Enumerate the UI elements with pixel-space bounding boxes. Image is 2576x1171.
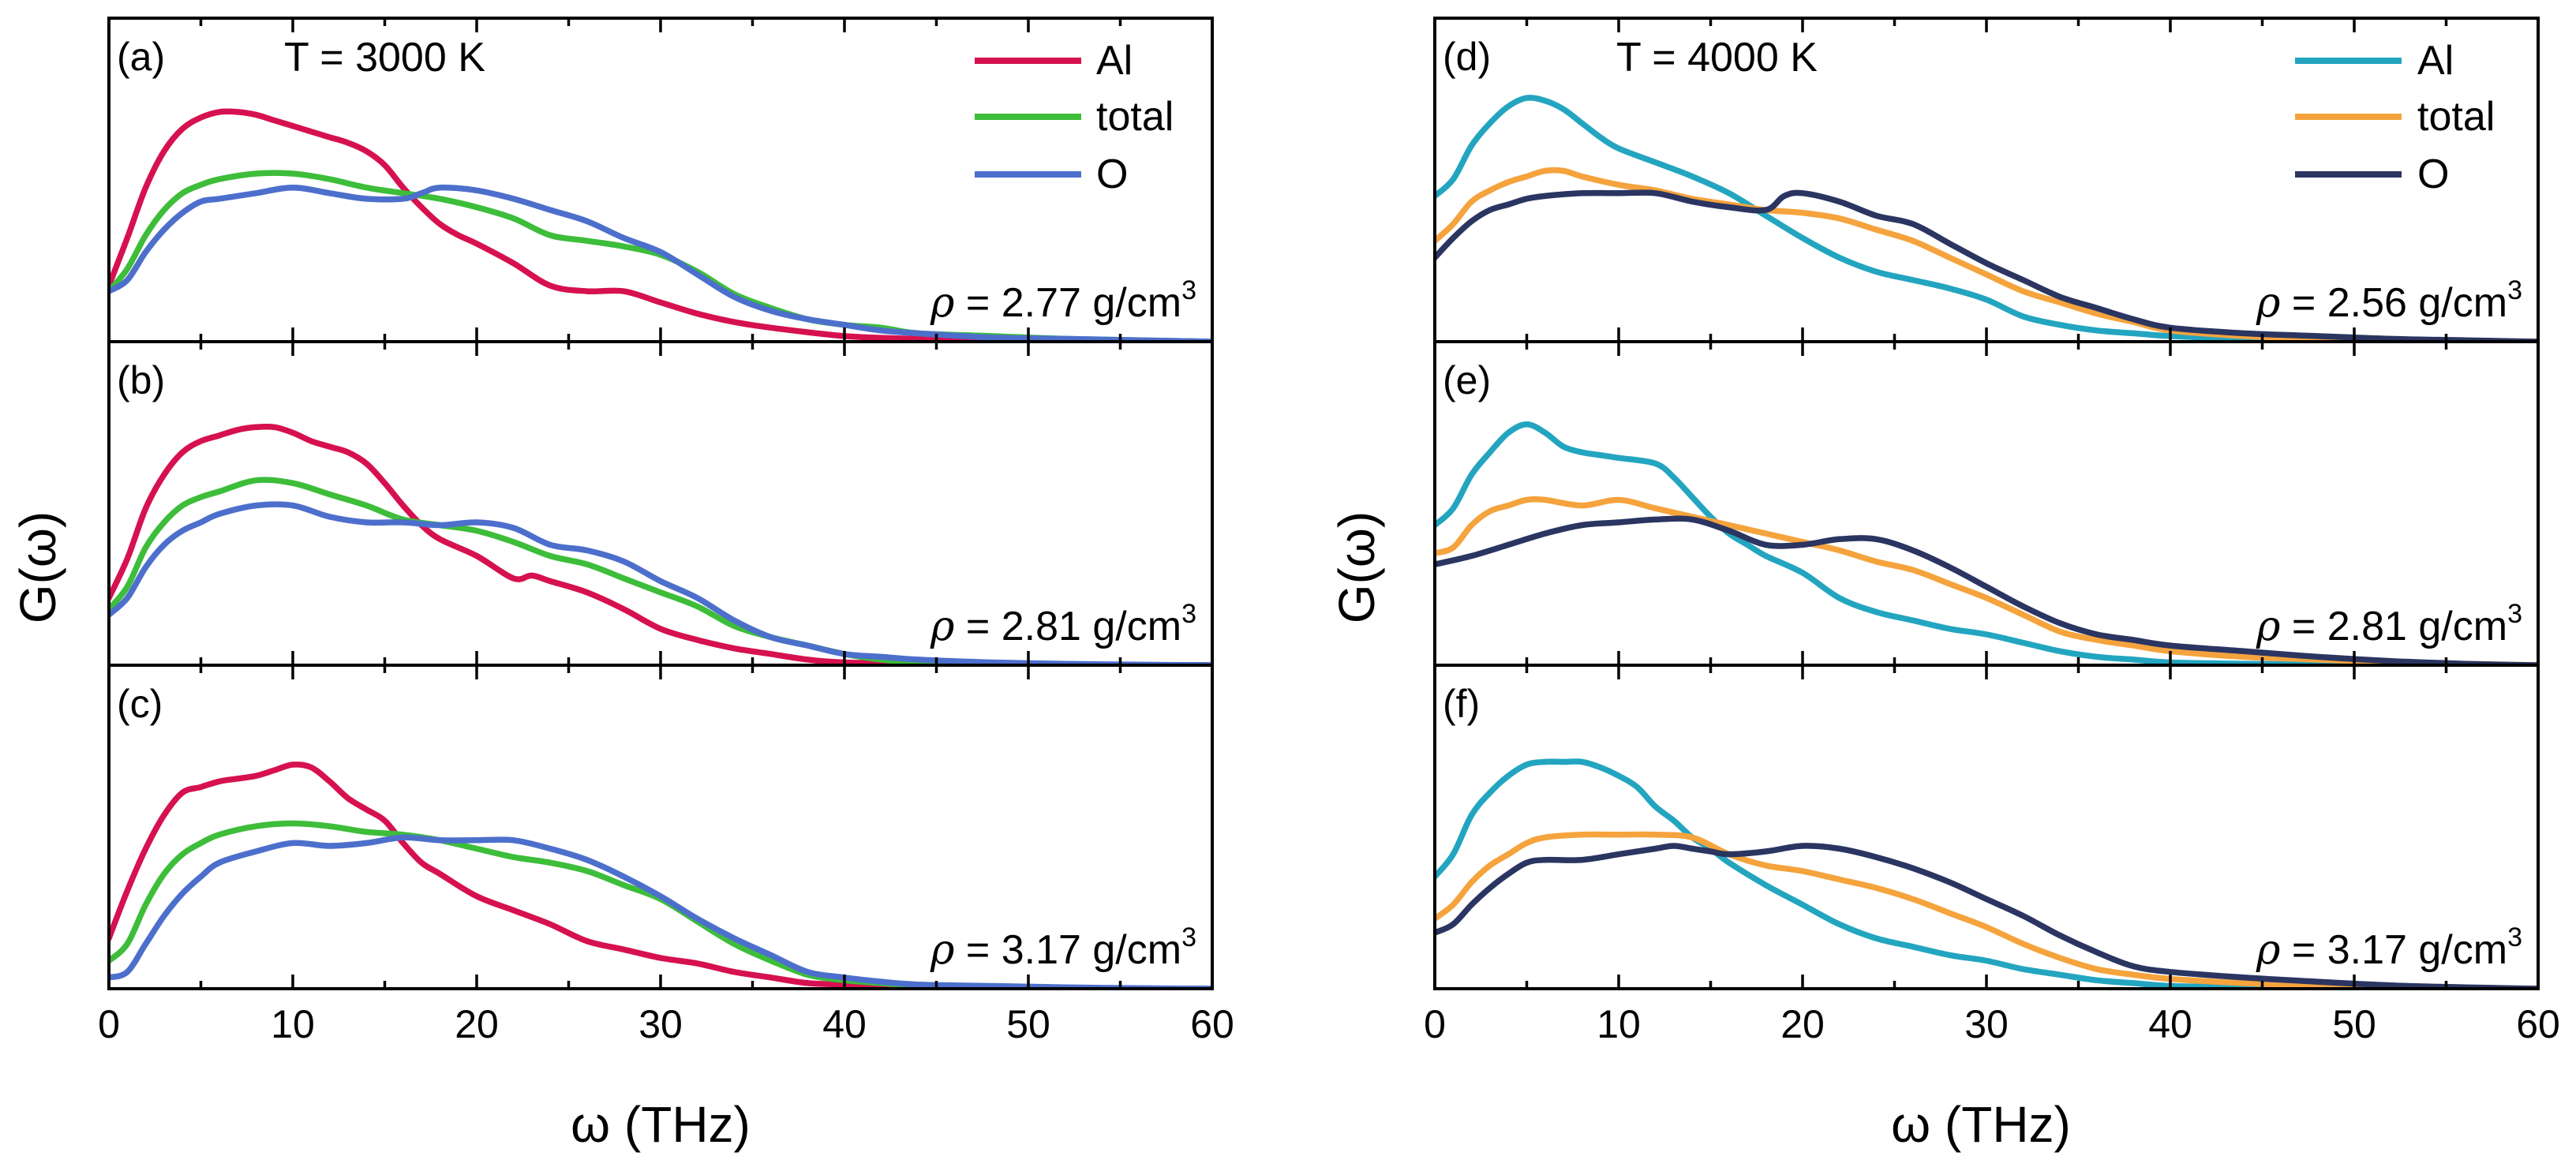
x-tick-label: 50	[2332, 1002, 2376, 1046]
panels: (a) ρ = 2.77 g/cm3 (b) ρ = 2.81 g/cm3 0 10 20 3…	[98, 17, 2560, 1046]
density-label: ρ = 2.81 g/cm3	[930, 599, 1196, 650]
series-line-o-f	[1435, 843, 2538, 989]
legend-label-o-left: O	[1096, 152, 1128, 197]
panel-b: (b) ρ = 2.81 g/cm3	[107, 340, 1214, 667]
x-tick-label: 0	[1424, 1002, 1446, 1046]
series-line-o-a	[109, 184, 1212, 342]
temperature-label-left: T = 3000 K	[284, 35, 485, 80]
legend-right: Al total O	[2295, 38, 2495, 197]
panel-label: (e)	[1443, 358, 1491, 402]
panel-a: (a) ρ = 2.77 g/cm3	[107, 17, 1214, 343]
legend-label-total-right: total	[2417, 94, 2495, 140]
x-tick-label: 0	[98, 1002, 120, 1046]
x-tick-label: 60	[1190, 1002, 1234, 1046]
panel-c: 0 10 20 30 40 50 60 (c) ρ = 3.17 g/cm3	[98, 664, 1234, 1046]
right-x-axis-label: ω (THz)	[1891, 1096, 2071, 1153]
x-tick-label: 20	[455, 1002, 499, 1046]
panel-label: (c)	[117, 682, 163, 726]
x-tick-label: 30	[638, 1002, 683, 1046]
panel-f: 0 10 20 30 40 50 60 (f) ρ = 3.17 g/cm3	[1424, 664, 2560, 1046]
density-label: ρ = 3.17 g/cm3	[2256, 922, 2522, 974]
temperature-label-right: T = 4000 K	[1616, 35, 1818, 80]
x-tick-label: 50	[1006, 1002, 1050, 1046]
legend-label-al-right: Al	[2417, 38, 2454, 84]
panel-label: (f)	[1443, 682, 1480, 726]
panel-label: (a)	[117, 35, 165, 79]
density-label: ρ = 2.77 g/cm3	[930, 275, 1196, 327]
series-line-al-e	[1435, 421, 2538, 665]
x-tick-label: 60	[2516, 1002, 2560, 1046]
density-label: ρ = 2.56 g/cm3	[2256, 275, 2522, 327]
density-label: ρ = 3.17 g/cm3	[930, 922, 1196, 974]
series-line-al-f	[1435, 758, 2538, 989]
right-y-axis-label: G(ω)	[1328, 511, 1385, 623]
panel-label: (d)	[1443, 35, 1491, 79]
series-line-total-e	[1435, 496, 2538, 665]
legend-label-total-left: total	[1096, 94, 1174, 140]
x-tick-label: 30	[1964, 1002, 2009, 1046]
x-tick-label: 40	[822, 1002, 867, 1046]
legend-label-al-left: Al	[1096, 38, 1133, 84]
left-x-axis-label: ω (THz)	[571, 1096, 751, 1153]
series-line-o-d	[1435, 189, 2538, 342]
left-y-axis-label: G(ω)	[9, 511, 66, 623]
series-line-al-c	[109, 761, 1212, 989]
panel-d: (d) ρ = 2.56 g/cm3	[1433, 17, 2540, 343]
series-line-o-b	[109, 501, 1212, 665]
legend-label-o-right: O	[2417, 152, 2449, 197]
series-line-o-e	[1435, 515, 2538, 665]
x-tick-label: 40	[2148, 1002, 2192, 1046]
series-line-o-c	[109, 834, 1212, 989]
x-tick-label: 10	[1597, 1002, 1641, 1046]
series-line-total-f	[1435, 831, 2538, 989]
density-label: ρ = 2.81 g/cm3	[2256, 599, 2522, 650]
panel-e: (e) ρ = 2.81 g/cm3	[1433, 340, 2540, 667]
legend-left: Al total O	[975, 38, 1174, 197]
x-tick-label: 20	[1780, 1002, 1825, 1046]
panel-label: (b)	[117, 358, 165, 402]
series-line-al-d	[1435, 95, 2538, 342]
x-tick-label: 10	[271, 1002, 315, 1046]
